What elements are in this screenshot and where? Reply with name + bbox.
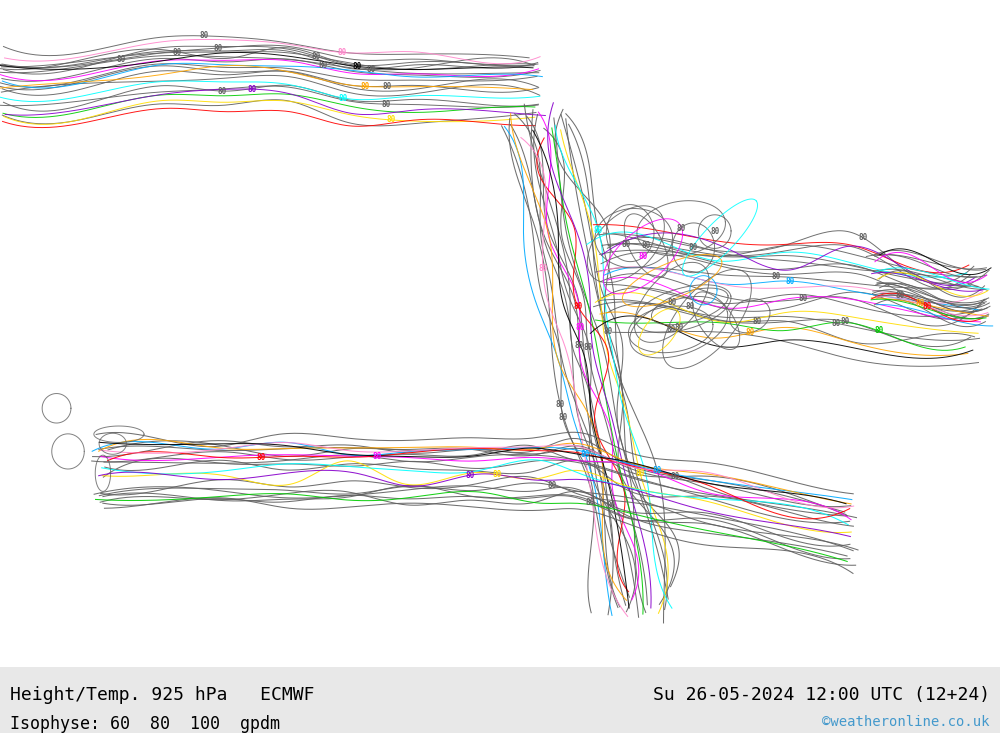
Text: 80: 80 (689, 243, 698, 252)
Text: 80: 80 (583, 343, 592, 352)
Text: 80: 80 (116, 56, 125, 65)
Text: 80: 80 (556, 400, 565, 409)
Text: 80: 80 (581, 451, 590, 460)
Text: ©weatheronline.co.uk: ©weatheronline.co.uk (822, 715, 990, 729)
Text: 80: 80 (677, 224, 686, 232)
Text: 80: 80 (248, 84, 257, 94)
Text: 80: 80 (915, 299, 924, 308)
Text: 80: 80 (710, 227, 719, 236)
Text: 80: 80 (841, 317, 850, 325)
Text: 80: 80 (366, 65, 376, 74)
Text: 80: 80 (538, 265, 547, 273)
Text: 80: 80 (621, 240, 630, 248)
Text: 80: 80 (172, 48, 182, 57)
Text: 80: 80 (786, 276, 795, 286)
Text: 80: 80 (558, 413, 567, 421)
Text: 80: 80 (638, 252, 648, 261)
Text: 80: 80 (217, 86, 227, 95)
Text: 80: 80 (667, 298, 676, 307)
Text: 80: 80 (339, 94, 348, 103)
Text: 80: 80 (653, 466, 662, 475)
Text: Isophyse: 60  80  100  gpdm: Isophyse: 60 80 100 gpdm (10, 715, 280, 732)
Text: 80: 80 (799, 295, 808, 303)
Text: 80: 80 (387, 116, 396, 125)
Text: 80: 80 (547, 481, 556, 490)
Text: 80: 80 (604, 327, 613, 336)
Text: 80: 80 (381, 100, 390, 108)
Text: 80: 80 (361, 82, 370, 91)
Text: 80: 80 (753, 317, 762, 325)
Text: 80: 80 (373, 452, 382, 461)
Text: 80: 80 (257, 453, 266, 462)
Text: 80: 80 (466, 471, 475, 479)
Text: 80: 80 (923, 302, 932, 311)
Text: 80: 80 (575, 323, 584, 332)
Text: 80: 80 (312, 52, 321, 61)
Text: 80: 80 (382, 81, 391, 91)
Text: 80: 80 (642, 241, 651, 250)
Text: 80: 80 (573, 302, 583, 311)
Text: Height/Temp. 925 hPa   ECMWF: Height/Temp. 925 hPa ECMWF (10, 685, 314, 704)
Text: 80: 80 (859, 234, 868, 243)
Text: 80: 80 (685, 302, 694, 311)
Text: 80: 80 (674, 323, 683, 332)
Text: 80: 80 (493, 470, 502, 479)
Text: 80: 80 (607, 501, 616, 510)
Text: 80: 80 (213, 43, 222, 53)
Text: 80: 80 (338, 48, 347, 57)
Text: 80: 80 (666, 325, 675, 334)
Text: 80: 80 (874, 326, 883, 336)
Text: 80: 80 (832, 319, 841, 328)
Text: 80: 80 (594, 226, 603, 235)
Text: Su 26-05-2024 12:00 UTC (12+24): Su 26-05-2024 12:00 UTC (12+24) (653, 685, 990, 704)
Text: 80: 80 (670, 472, 680, 481)
Text: 80: 80 (318, 61, 328, 70)
Text: 80: 80 (352, 62, 361, 71)
Text: 80: 80 (636, 469, 645, 478)
Text: 80: 80 (896, 291, 905, 300)
Text: 80: 80 (772, 272, 781, 281)
Text: 80: 80 (586, 498, 595, 507)
Text: 80: 80 (199, 32, 209, 40)
Text: 80: 80 (745, 328, 755, 337)
Text: 80: 80 (574, 341, 584, 350)
